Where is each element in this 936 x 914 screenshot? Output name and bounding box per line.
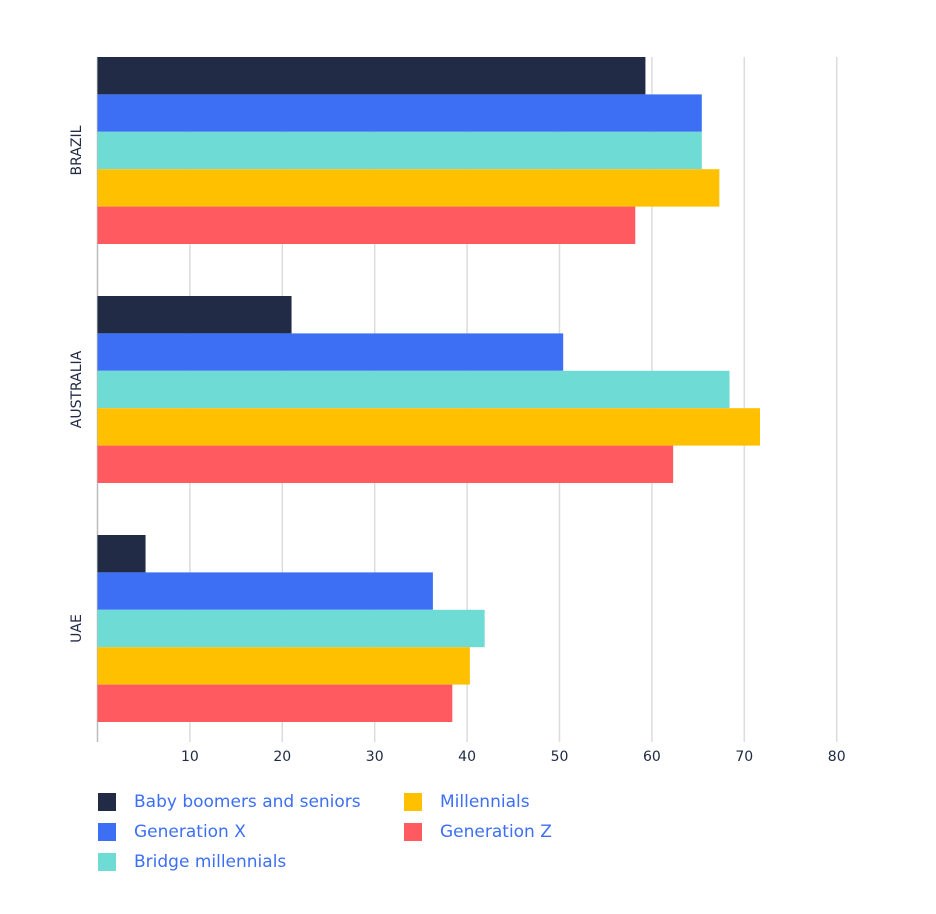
bar	[97, 684, 453, 722]
y-tick-label: UAE	[69, 614, 85, 643]
bar	[97, 94, 702, 132]
x-tick-label: 80	[828, 749, 846, 765]
bar	[97, 572, 433, 610]
legend-label: Bridge millennials	[134, 852, 286, 872]
bar	[97, 408, 761, 446]
bar	[97, 609, 485, 648]
bar	[97, 647, 470, 685]
bar	[97, 333, 564, 371]
legend-label: Baby boomers and seniors	[134, 792, 361, 812]
x-tick-label: 70	[735, 749, 753, 765]
legend-swatch	[404, 823, 422, 841]
bar	[97, 445, 674, 483]
bar	[97, 131, 702, 170]
y-tick-label: AUSTRALIA	[69, 350, 85, 428]
bar	[97, 206, 636, 244]
x-tick-label: 40	[458, 749, 476, 765]
bar	[97, 535, 146, 573]
bar	[97, 296, 292, 334]
bar	[97, 370, 730, 409]
legend-label: Generation Z	[440, 822, 552, 842]
x-tick-label: 50	[551, 749, 569, 765]
legend-swatch	[404, 793, 422, 811]
x-tick-label: 20	[273, 749, 291, 765]
legend-label: Generation X	[134, 822, 246, 842]
legend-swatch	[98, 823, 116, 841]
x-tick-label: 10	[181, 749, 199, 765]
x-tick-label: 30	[366, 749, 384, 765]
bar	[97, 57, 646, 95]
bar	[97, 169, 720, 207]
legend-label: Millennials	[440, 792, 530, 812]
x-tick-label: 60	[643, 749, 661, 765]
legend-swatch	[98, 793, 116, 811]
y-tick-label: BRAZIL	[69, 125, 85, 175]
legend-swatch	[98, 853, 116, 871]
